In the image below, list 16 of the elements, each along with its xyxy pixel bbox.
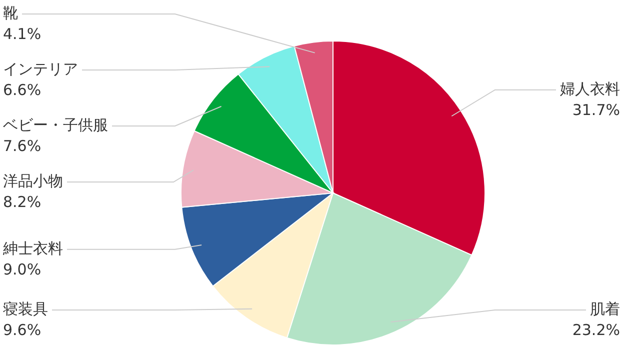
data-label: 23.2%	[572, 321, 620, 339]
data-label: 6.6%	[3, 81, 42, 99]
slice-label: 肌着	[590, 300, 620, 318]
data-label: 9.0%	[3, 260, 42, 278]
slice-label: インテリア	[3, 60, 78, 78]
data-label: 31.7%	[572, 100, 620, 119]
slice-label: 婦人衣料	[560, 80, 620, 98]
slice-label: 寝装具	[3, 300, 48, 318]
data-label: 7.6%	[3, 137, 42, 155]
data-label: 9.6%	[3, 321, 42, 339]
slice-label: ベビー・子供服	[3, 116, 108, 134]
data-label: 8.2%	[3, 193, 42, 211]
data-label: 4.1%	[3, 25, 42, 43]
slice-label: 紳士衣料	[2, 239, 63, 258]
slice-label: 洋品小物	[3, 172, 63, 190]
slice-label: 靴	[3, 4, 18, 22]
